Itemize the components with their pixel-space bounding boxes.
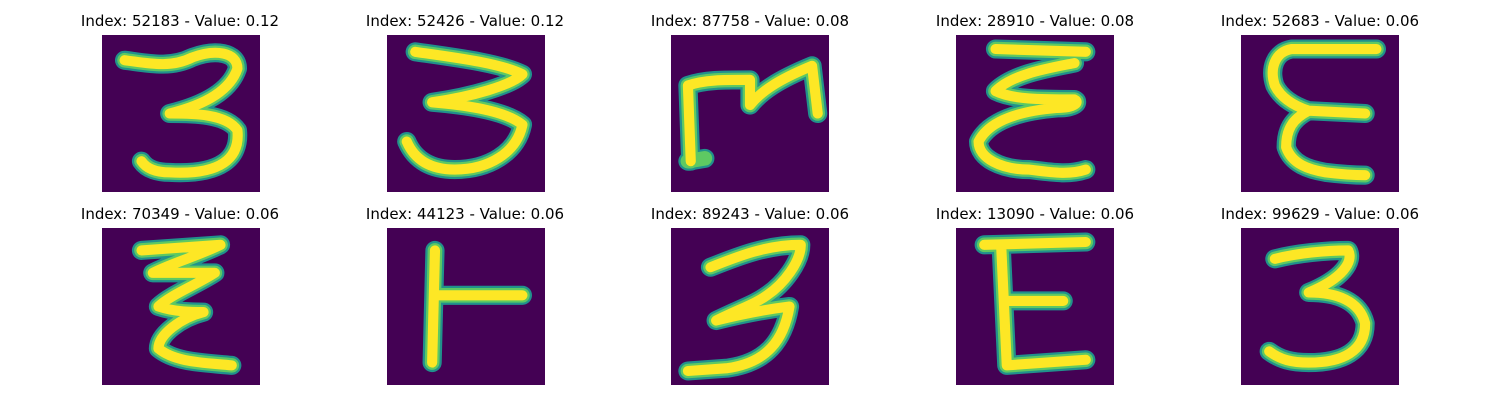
panel-title: Index: 44123 - Value: 0.06 bbox=[365, 205, 565, 223]
panel-title: Index: 70349 - Value: 0.06 bbox=[80, 205, 280, 223]
glyph-image bbox=[671, 228, 829, 385]
panel-title: Index: 52683 - Value: 0.06 bbox=[1220, 12, 1420, 30]
panel-title: Index: 52183 - Value: 0.12 bbox=[80, 12, 280, 30]
panel-title: Index: 87758 - Value: 0.08 bbox=[650, 12, 850, 30]
panel-title: Index: 89243 - Value: 0.06 bbox=[650, 205, 850, 223]
panel-title: Index: 52426 - Value: 0.12 bbox=[365, 12, 565, 30]
glyph-image bbox=[387, 35, 545, 192]
glyph-image bbox=[387, 228, 545, 385]
glyph-image bbox=[1241, 228, 1399, 385]
panel-title: Index: 13090 - Value: 0.06 bbox=[935, 205, 1135, 223]
glyph-image bbox=[671, 35, 829, 192]
glyph-image bbox=[1241, 35, 1399, 192]
panel-title: Index: 99629 - Value: 0.06 bbox=[1220, 205, 1420, 223]
panel-title: Index: 28910 - Value: 0.08 bbox=[935, 12, 1135, 30]
glyph-image bbox=[956, 35, 1114, 192]
glyph-image bbox=[102, 35, 260, 192]
glyph-image bbox=[102, 228, 260, 385]
glyph-image bbox=[956, 228, 1114, 385]
